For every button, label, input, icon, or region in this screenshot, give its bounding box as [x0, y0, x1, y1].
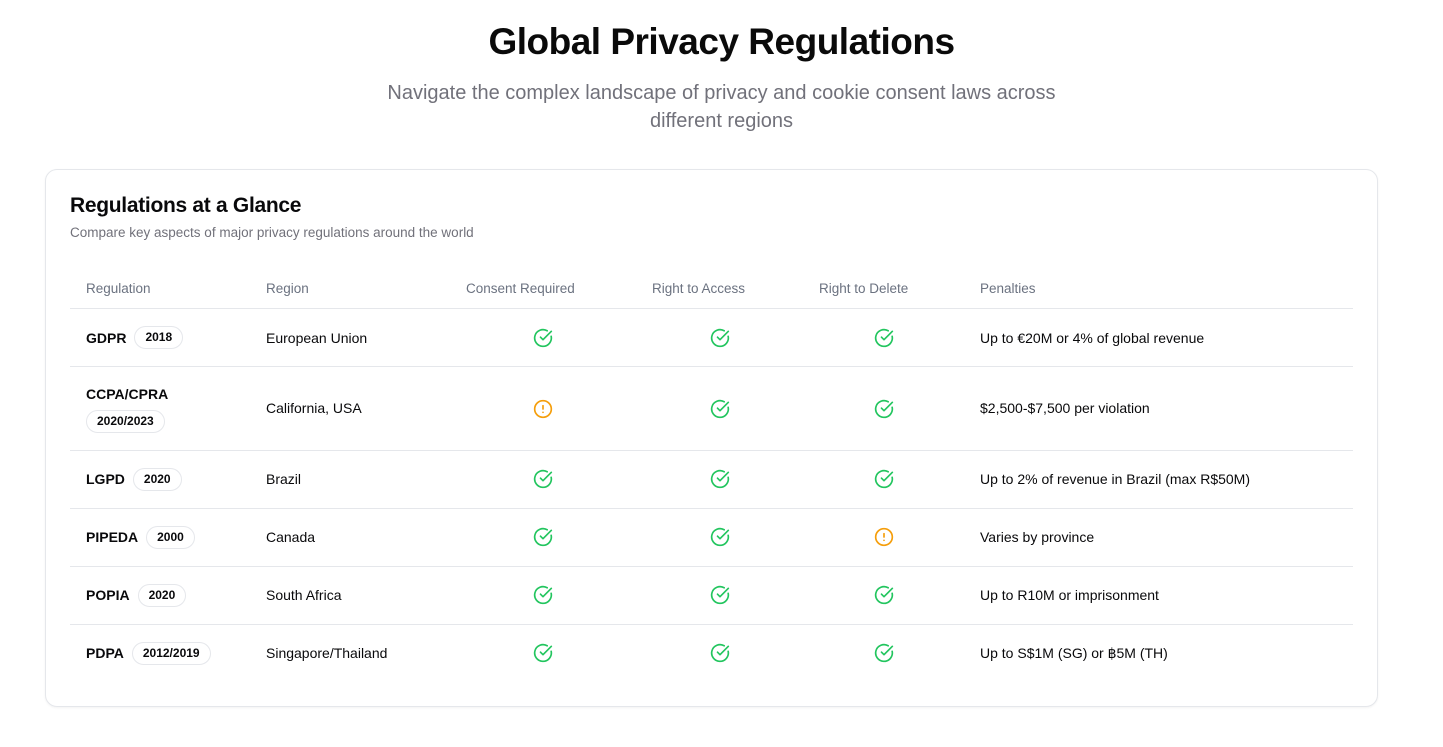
regulation-name: CCPA/CPRA [86, 386, 169, 403]
right-to-delete-cell [803, 510, 964, 564]
right-to-access-cell [636, 626, 803, 680]
alert-circle-icon [874, 528, 893, 547]
consent-required-cell [450, 568, 636, 622]
regulation-cell: LGPD 2020 [70, 451, 250, 508]
circle-check-icon [533, 586, 553, 605]
circle-check-icon [874, 328, 893, 348]
right-to-delete-cell [803, 311, 964, 365]
year-badge: 2012/2019 [131, 641, 211, 665]
right-to-access-cell [636, 568, 803, 622]
circle-check-icon [710, 586, 729, 605]
page-subtitle: Navigate the complex landscape of privac… [387, 81, 1056, 133]
circle-check-icon [533, 644, 553, 663]
circle-check-icon [874, 399, 893, 418]
circle-check-icon [533, 328, 553, 348]
column-header-region: Region [266, 281, 309, 297]
year-badge: 2020 [132, 467, 182, 491]
right-to-access-cell [636, 510, 803, 564]
region-cell: South Africa [266, 587, 342, 604]
table-header-row: Regulation Region Consent Required Right… [70, 269, 1353, 310]
regulations-table: Regulation Region Consent Required Right… [70, 269, 1353, 681]
year-badge: 2020/2023 [86, 409, 165, 433]
right-to-delete-cell [803, 382, 964, 436]
card-title: Regulations at a Glance [70, 194, 302, 218]
regulation-cell: POPIA 2020 [70, 567, 250, 624]
circle-check-icon [874, 644, 893, 663]
column-header-right-to-access: Right to Access [652, 281, 746, 297]
penalties-cell: Varies by province [980, 529, 1095, 546]
region-cell: European Union [266, 329, 368, 346]
column-header-regulation: Regulation [86, 281, 151, 297]
consent-required-cell [450, 452, 636, 506]
column-header-consent-required: Consent Required [466, 281, 575, 297]
region-cell: Singapore/Thailand [266, 645, 388, 662]
right-to-delete-cell [803, 452, 964, 506]
consent-required-cell [450, 626, 636, 680]
right-to-access-cell [636, 382, 803, 436]
regulation-name: LGPD [86, 471, 125, 488]
circle-check-icon [874, 586, 893, 605]
table-row: PIPEDA 2000 Canada Varies by province [70, 509, 1353, 567]
card-subtitle: Compare key aspects of major privacy reg… [70, 225, 474, 241]
regulation-cell: PDPA 2012/2019 [70, 625, 250, 682]
penalties-cell: Up to 2% of revenue in Brazil (max R$50M… [980, 471, 1250, 488]
consent-required-cell [450, 311, 636, 365]
penalties-cell: Up to S$1M (SG) or ฿5M (TH) [980, 645, 1168, 662]
circle-check-icon [710, 528, 729, 547]
regulation-cell: GDPR 2018 [70, 309, 250, 366]
region-cell: Brazil [266, 471, 302, 488]
year-badge: 2018 [134, 326, 184, 350]
regulation-cell: CCPA/CPRA 2020/2023 [70, 367, 250, 449]
regulations-card: Regulations at a Glance Compare key aspe… [45, 169, 1378, 707]
penalties-cell: $2,500-$7,500 per violation [980, 400, 1150, 417]
circle-check-icon [874, 470, 893, 489]
page-title: Global Privacy Regulations [488, 21, 955, 62]
year-badge: 2000 [146, 525, 195, 549]
page-header: Global Privacy Regulations Navigate the … [0, 21, 1443, 135]
alert-circle-icon [533, 399, 553, 418]
right-to-delete-cell [803, 626, 964, 680]
table-body: GDPR 2018 European Union Up to €20M or 4… [70, 309, 1353, 681]
regulation-cell: PIPEDA 2000 [70, 509, 250, 566]
circle-check-icon [710, 644, 729, 663]
circle-check-icon [710, 399, 729, 418]
region-cell: Canada [266, 529, 316, 546]
region-cell: California, USA [266, 400, 362, 417]
circle-check-icon [533, 528, 553, 547]
column-header-penalties: Penalties [980, 281, 1036, 297]
right-to-delete-cell [803, 568, 964, 622]
consent-required-cell [450, 510, 636, 564]
circle-check-icon [533, 470, 553, 489]
table-row: LGPD 2020 Brazil Up to 2% of revenue in … [70, 451, 1353, 509]
regulation-name: PDPA [86, 645, 124, 662]
column-header-right-to-delete: Right to Delete [819, 281, 909, 297]
penalties-cell: Up to €20M or 4% of global revenue [980, 329, 1205, 346]
regulation-name: GDPR [86, 329, 127, 346]
regulation-name: POPIA [86, 587, 130, 604]
year-badge: 2020 [137, 583, 187, 607]
right-to-access-cell [636, 311, 803, 365]
consent-required-cell [450, 382, 636, 436]
penalties-cell: Up to R10M or imprisonment [980, 587, 1159, 604]
table-row: CCPA/CPRA 2020/2023 California, USA $2,5… [70, 367, 1353, 451]
table-row: GDPR 2018 European Union Up to €20M or 4… [70, 309, 1353, 368]
table-row: PDPA 2012/2019 Singapore/Thailand Up to … [70, 625, 1353, 682]
regulation-name: PIPEDA [86, 529, 139, 546]
right-to-access-cell [636, 452, 803, 506]
table-row: POPIA 2020 South Africa Up to R10M or im… [70, 567, 1353, 625]
circle-check-icon [710, 328, 729, 348]
circle-check-icon [710, 470, 729, 489]
